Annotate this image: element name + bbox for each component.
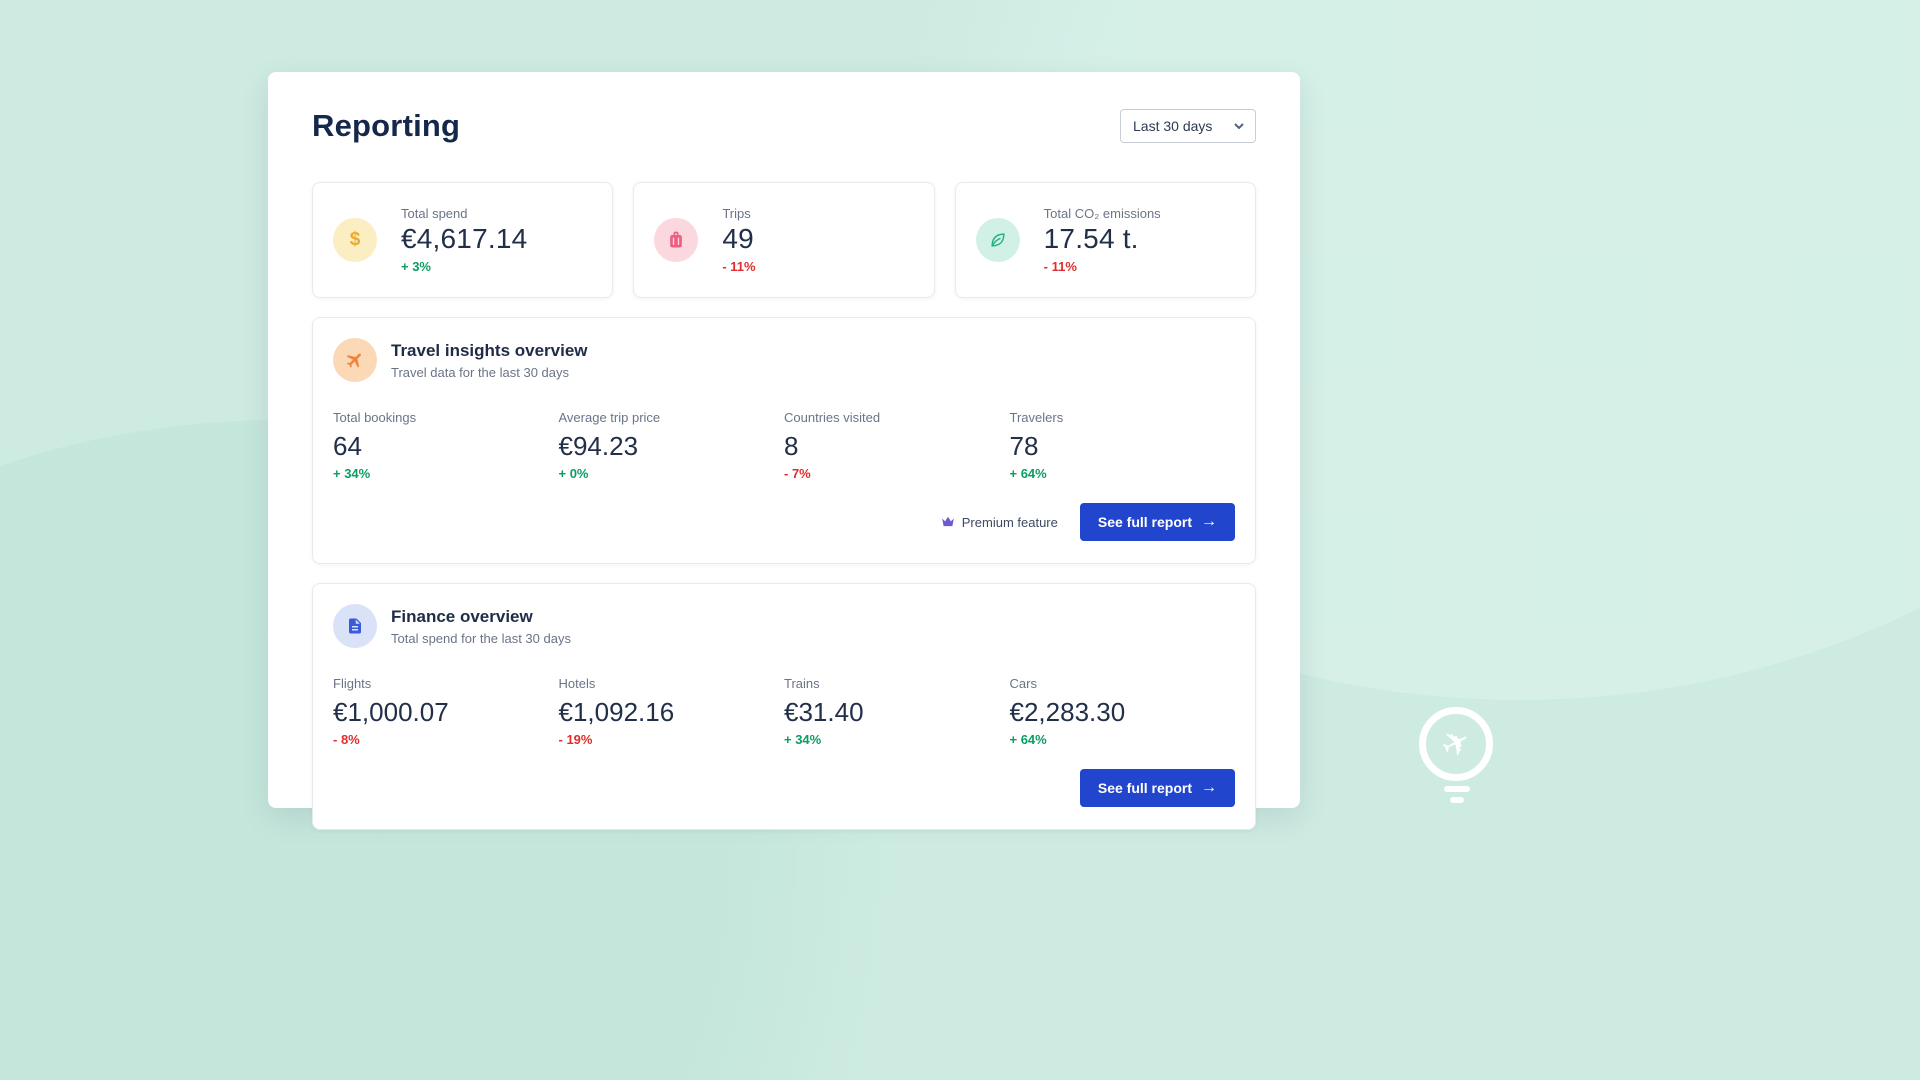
travel-insights-subtitle: Travel data for the last 30 days <box>391 364 570 380</box>
plane-icon <box>333 338 377 382</box>
finance-overview-title: Finance overview <box>391 606 533 626</box>
stat-value: €4,617.14 <box>401 223 528 254</box>
brand-plane-icon: ✈ <box>1434 720 1478 768</box>
travel-see-full-report-button[interactable]: See full report → <box>1079 503 1235 541</box>
brand-logo-line <box>1444 786 1470 792</box>
metric-average-trip-price: Average trip price €94.23 + 0% <box>558 410 661 481</box>
stat-card-trips: Trips 49 - 11% <box>633 182 935 298</box>
arrow-right-icon: → <box>1201 779 1217 796</box>
metric-hotels: Hotels €1,092.16 - 19% <box>558 676 675 747</box>
stat-cards-row: $ Total spend €4,617.14 + 3% Trips 49 - … <box>312 182 1256 298</box>
premium-feature-badge: Premium feature <box>941 515 1058 530</box>
stat-delta: + 3% <box>401 259 431 274</box>
finance-overview-card: Finance overview Total spend for the las… <box>312 583 1256 830</box>
reporting-panel: Reporting Last 30 days $ Total spend €4,… <box>268 72 1300 830</box>
stat-label: Total spend <box>401 206 468 221</box>
page-title: Reporting <box>312 108 461 143</box>
arrow-right-icon: → <box>1201 513 1217 530</box>
travel-metrics: Total bookings 64 + 34% Average trip pri… <box>333 410 1235 481</box>
finance-see-full-report-button[interactable]: See full report → <box>1079 769 1235 807</box>
finance-metrics: Flights €1,000.07 - 8% Hotels €1,092.16 … <box>333 676 1235 747</box>
metric-countries-visited: Countries visited 8 - 7% <box>784 410 881 481</box>
metric-travelers: Travelers 78 + 64% <box>1009 410 1064 481</box>
leaf-icon <box>975 218 1020 262</box>
metric-trains: Trains €31.40 + 34% <box>784 676 864 747</box>
metric-cars: Cars €2,283.30 + 64% <box>1009 676 1126 747</box>
stat-label: Total CO₂ emissions <box>1043 206 1161 221</box>
luggage-icon <box>654 218 699 262</box>
stat-card-total-spend: $ Total spend €4,617.14 + 3% <box>312 182 614 298</box>
chevron-down-icon <box>1234 123 1244 130</box>
metric-total-bookings: Total bookings 64 + 34% <box>333 410 417 481</box>
stat-delta: - 11% <box>722 259 756 274</box>
travel-insights-title: Travel insights overview <box>391 340 588 360</box>
brand-circle: ✈ <box>1419 707 1493 781</box>
stat-value: 17.54 t. <box>1043 223 1139 254</box>
stat-delta: - 11% <box>1043 259 1077 274</box>
invoice-icon <box>333 604 377 648</box>
stat-label: Trips <box>722 206 751 221</box>
finance-overview-subtitle: Total spend for the last 30 days <box>391 630 571 646</box>
metric-flights: Flights €1,000.07 - 8% <box>333 676 449 747</box>
travel-insights-card: Travel insights overview Travel data for… <box>312 317 1256 564</box>
date-range-value: Last 30 days <box>1133 118 1213 134</box>
brand-logo: ✈ <box>1419 707 1495 803</box>
stat-value: 49 <box>722 223 754 254</box>
stat-card-co2-emissions: Total CO₂ emissions 17.54 t. - 11% <box>954 182 1256 298</box>
crown-icon <box>941 516 955 528</box>
date-range-select[interactable]: Last 30 days <box>1120 109 1256 143</box>
header: Reporting Last 30 days <box>312 72 1256 144</box>
dollar-icon: $ <box>333 218 377 262</box>
brand-logo-line <box>1450 797 1464 803</box>
